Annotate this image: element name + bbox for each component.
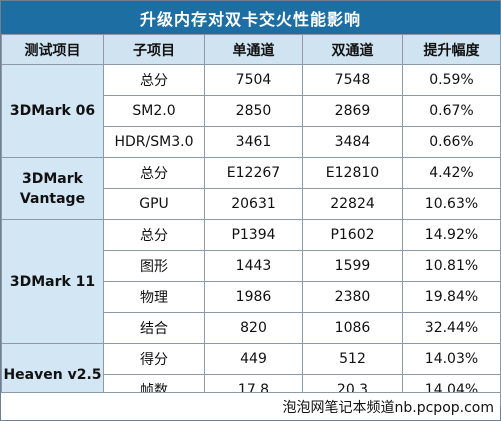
table-row: 3DMark 06 总分 7504 7548 0.59% [1, 64, 501, 158]
group-label: 3DMark 11 [1, 219, 104, 344]
cell-single-channel: 20631 [204, 188, 303, 220]
cell-gain: 4.42% [402, 157, 501, 189]
column-header-test-item: 测试项目 [1, 34, 104, 65]
table-row: 3DMark 11 总分 P1394 P1602 14.92% [1, 219, 501, 344]
cell-sub-item: 结合 [103, 312, 205, 344]
cell-gain: 32.44% [402, 312, 501, 344]
table-row: Heaven v2.5 得分 449 512 14.03% [1, 343, 501, 406]
cell-sub-item: 总分 [103, 157, 205, 189]
cell-single-channel: E12267 [204, 157, 303, 189]
table-row: 图形 1443 1599 10.81% [2, 250, 501, 282]
table-row: 3DMark Vantage 总分 E12267 E12810 4.42% [1, 157, 501, 220]
cell-dual-channel: 22824 [302, 188, 403, 220]
cell-gain: 14.92% [402, 219, 501, 251]
cell-dual-channel: 1086 [302, 312, 403, 344]
group-label: 3DMark Vantage [1, 157, 104, 220]
table-row: SM2.0 2850 2869 0.67% [2, 95, 501, 127]
column-header-sub-item: 子项目 [103, 34, 205, 65]
chart-title: 升级内存对双卡交火性能影响 [1, 1, 500, 34]
results-table: 测试项目 子项目 单通道 双通道 提升幅度 3DMark 06 总分 7504 754… [1, 34, 501, 406]
cell-gain: 19.84% [402, 281, 501, 313]
cell-sub-item: SM2.0 [103, 95, 205, 127]
cell-single-channel: 1986 [204, 281, 303, 313]
cell-single-channel: 1443 [204, 250, 303, 282]
cell-single-channel: 820 [204, 312, 303, 344]
cell-dual-channel: 7548 [302, 64, 403, 96]
cell-dual-channel: 2869 [302, 95, 403, 127]
cell-dual-channel: P1602 [302, 219, 403, 251]
cell-single-channel: 7504 [204, 64, 303, 96]
column-header-gain: 提升幅度 [402, 34, 501, 65]
column-header-dual-channel: 双通道 [302, 34, 403, 65]
cell-sub-item: 得分 [103, 343, 205, 375]
cell-dual-channel: E12810 [302, 157, 403, 189]
cell-dual-channel: 1599 [302, 250, 403, 282]
table-row: 结合 820 1086 32.44% [2, 312, 501, 344]
cell-gain: 0.66% [402, 126, 501, 158]
table-row: GPU 20631 22824 10.63% [2, 188, 501, 220]
table-body: 3DMark 06 总分 7504 7548 0.59% SM2.0 2850 2869 0.6… [1, 64, 501, 406]
cell-single-channel: 2850 [204, 95, 303, 127]
cell-dual-channel: 2380 [302, 281, 403, 313]
footer-source: 泡泡网笔记本频道nb.pcpop.com [1, 392, 500, 420]
cell-sub-item: 物理 [103, 281, 205, 313]
cell-gain: 0.59% [402, 64, 501, 96]
cell-sub-item: 总分 [103, 64, 205, 96]
cell-dual-channel: 3484 [302, 126, 403, 158]
cell-gain: 10.63% [402, 188, 501, 220]
cell-gain: 10.81% [402, 250, 501, 282]
cell-sub-item: HDR/SM3.0 [103, 126, 205, 158]
cell-sub-item: GPU [103, 188, 205, 220]
cell-gain: 0.67% [402, 95, 501, 127]
table-row: 物理 1986 2380 19.84% [2, 281, 501, 313]
cell-sub-item: 总分 [103, 219, 205, 251]
cell-single-channel: P1394 [204, 219, 303, 251]
cell-sub-item: 图形 [103, 250, 205, 282]
group-label: 3DMark 06 [1, 64, 104, 158]
cell-single-channel: 449 [204, 343, 303, 375]
cell-gain: 14.03% [402, 343, 501, 375]
table-row: HDR/SM3.0 3461 3484 0.66% [2, 126, 501, 158]
cell-dual-channel: 512 [302, 343, 403, 375]
cell-single-channel: 3461 [204, 126, 303, 158]
column-header-single-channel: 单通道 [204, 34, 303, 65]
header-row: 测试项目 子项目 单通道 双通道 提升幅度 [1, 34, 501, 65]
